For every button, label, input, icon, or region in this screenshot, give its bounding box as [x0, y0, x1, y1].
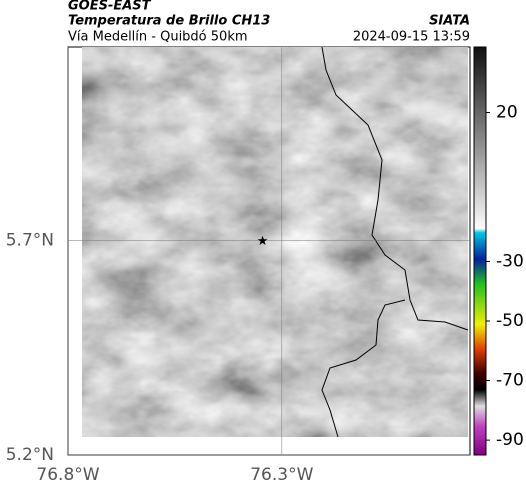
- source: GOES-EAST: [68, 0, 152, 14]
- colorbar-tick-label: -50: [496, 311, 524, 331]
- lon-tick-label: 76.8°W: [36, 465, 99, 485]
- title: Temperatura de Brillo CH13: [68, 14, 270, 29]
- colorbar-tick-label: -30: [496, 251, 524, 271]
- satellite-image: [82, 47, 468, 437]
- lat-tick-label: 5.2°N: [6, 445, 54, 465]
- colorbar-tick-label: 20: [496, 103, 518, 123]
- lon-tick-label: 76.3°W: [250, 465, 313, 485]
- org: SIATA: [429, 14, 470, 29]
- colorbar-tick-label: -90: [496, 430, 524, 450]
- colorbar: [473, 46, 487, 456]
- route: Vía Medellín - Quibdó 50km: [68, 30, 248, 45]
- colorbar-tick-label: -70: [496, 371, 524, 391]
- boundaries: [321, 46, 469, 438]
- datetime: 2024-09-15 13:59: [353, 30, 470, 45]
- lat-tick-label: 5.7°N: [6, 230, 54, 250]
- location-marker: ★: [257, 234, 269, 249]
